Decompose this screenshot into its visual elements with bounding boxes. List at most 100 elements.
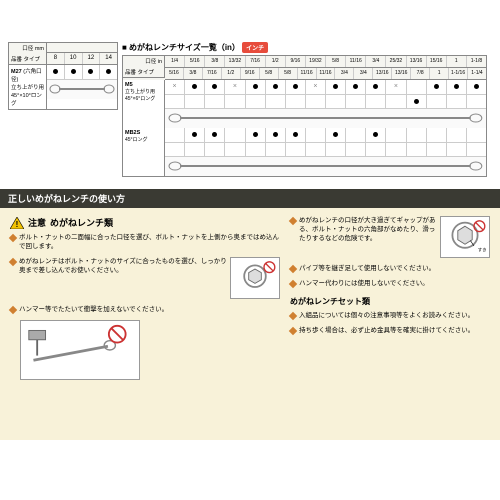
warning-icon: ! — [10, 217, 24, 229]
cell — [326, 95, 346, 108]
col: 11/16 — [298, 68, 317, 79]
cell — [306, 128, 326, 142]
bullet-text: ハンマー代わりには使用しないでください。 — [299, 279, 490, 288]
col: 25/32 — [386, 56, 406, 67]
cell — [346, 128, 366, 142]
col: 19/32 — [306, 56, 326, 67]
table2-col-bot: 5/163/87/161/29/165/85/811/1611/163/43/4… — [165, 68, 486, 79]
diamond-icon — [289, 280, 297, 288]
table1-header: 口径 mm 品番 タイプ 8 10 12 14 — [9, 43, 117, 65]
diamond-icon — [289, 265, 297, 273]
cell — [407, 128, 427, 142]
col: 3/8 — [205, 56, 225, 67]
col: 5/8 — [260, 68, 279, 79]
table1-wrap: 口径 mm 品番 タイプ 8 10 12 14 M27 (六角口径) — [8, 42, 118, 177]
table2-cols: 1/45/163/813/327/161/29/1619/325/811/163… — [165, 56, 486, 80]
cell — [266, 128, 286, 142]
cell — [205, 95, 225, 108]
cell — [447, 95, 467, 108]
col: 7/8 — [411, 68, 430, 79]
cell — [467, 128, 486, 142]
bullet-text: パイプ等を継ぎ足して使用しないでください。 — [299, 264, 490, 273]
col: 1-1/16 — [449, 68, 468, 79]
cell — [266, 143, 286, 156]
cell — [366, 128, 386, 142]
cell — [366, 95, 386, 108]
cell — [185, 128, 205, 142]
cell-row — [165, 142, 486, 156]
cell — [467, 143, 486, 156]
table2-body: M5立ち上がり用45°×6°ロング××××MB2S45°ロング — [123, 80, 486, 176]
wrench-illustration — [47, 79, 117, 99]
col: 9/16 — [241, 68, 260, 79]
set-heading: めがねレンチセット類 — [290, 296, 490, 307]
cell — [346, 80, 366, 94]
section-title-bar: 正しいめがねレンチの使い方 — [0, 189, 500, 208]
hammer-diagram — [20, 320, 140, 380]
col: 3/4 — [366, 56, 386, 67]
col: 12 — [83, 53, 101, 64]
cell — [386, 95, 406, 108]
table-row: MB2S45°ロング — [123, 128, 486, 176]
gap-label: すき間 — [478, 246, 487, 253]
col: 9/16 — [286, 56, 306, 67]
table2: 口径 in 品番 タイプ 1/45/163/813/327/161/29/161… — [122, 55, 487, 177]
col: 3/4 — [354, 68, 373, 79]
bullet-text: 入組品については個々の注意事項等をよくお読みください。 — [299, 311, 490, 320]
cell — [326, 143, 346, 156]
cell — [326, 80, 346, 94]
col: 13/16 — [407, 56, 427, 67]
cell — [185, 143, 205, 156]
svg-text:!: ! — [16, 220, 19, 229]
left-bullets: ボルト・ナットの二面幅に合った口径を選び、ボルト・ナットを上側から奥まではめ込ん… — [10, 233, 280, 314]
table2-wrap: ■ めがねレンチサイズ一覧（in） インチ 口径 in 品番 タイプ 1/45/… — [122, 42, 487, 177]
cell-row — [165, 94, 486, 108]
cell — [407, 80, 427, 94]
cell — [246, 95, 266, 108]
table1-cells — [47, 65, 117, 109]
cell: × — [306, 80, 326, 94]
cell — [83, 65, 101, 79]
cell — [366, 143, 386, 156]
cell — [225, 143, 245, 156]
row-code: M27 — [11, 69, 22, 75]
dot-icon — [53, 69, 58, 74]
cell — [467, 95, 486, 108]
bullet-item: めがねレンチの口径が大き過ぎてギャップがある、ボルト・ナットの六角部がなめたり、… — [290, 216, 490, 258]
table1-cols: 8 10 12 14 — [47, 43, 117, 65]
col: 5/8 — [279, 68, 298, 79]
cells: ×××× — [165, 80, 486, 128]
cell — [407, 95, 427, 108]
table2-corner: 口径 in 品番 タイプ — [123, 56, 165, 78]
diamond-icon — [9, 258, 17, 266]
cell — [326, 128, 346, 142]
bullet-item: パイプ等を継ぎ足して使用しないでください。 — [290, 264, 490, 273]
top-tables-area: 口径 mm 品番 タイプ 8 10 12 14 M27 (六角口径) — [0, 0, 500, 185]
caution-title: めがねレンチ類 — [50, 216, 113, 229]
cell-row — [165, 128, 486, 142]
cell — [427, 143, 447, 156]
cell — [205, 80, 225, 94]
table1-rowhead: M27 (六角口径) 立ち上がり用 45°×10°ロング — [9, 65, 47, 109]
cell — [286, 80, 306, 94]
cell — [306, 95, 326, 108]
inch-badge: インチ — [242, 42, 268, 53]
cell — [286, 143, 306, 156]
table1-col-row: 8 10 12 14 — [47, 53, 117, 64]
col: 5/16 — [185, 56, 205, 67]
col: 14 — [100, 53, 117, 64]
col: 13/32 — [225, 56, 245, 67]
cell — [427, 80, 447, 94]
cell — [447, 80, 467, 94]
dot-icon — [71, 69, 76, 74]
cell: × — [386, 80, 406, 94]
wrench-illustration — [165, 156, 486, 176]
row-sub: 立ち上がり用 45°×10°ロング — [11, 85, 44, 107]
bullet-item: ハンマー等でたたいて衝撃を加えないでください。 — [10, 305, 280, 314]
cells — [165, 128, 486, 176]
col: 5/16 — [165, 68, 184, 79]
diamond-icon — [289, 327, 297, 335]
cell — [185, 80, 205, 94]
cell — [447, 143, 467, 156]
table-row: M5立ち上がり用45°×6°ロング×××× — [123, 80, 486, 128]
